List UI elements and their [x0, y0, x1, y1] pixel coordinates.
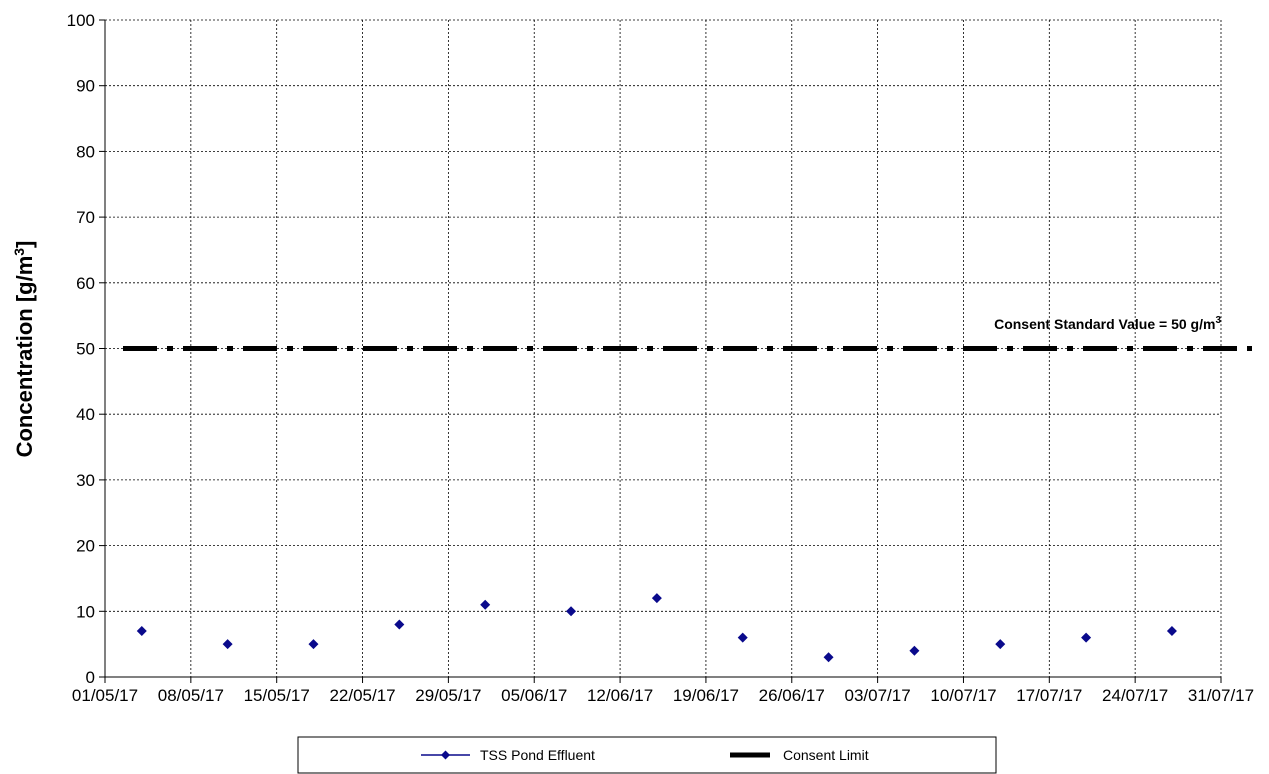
y-tick-label: 70 [76, 208, 95, 227]
x-tick-label: 10/07/17 [930, 686, 996, 705]
legend-tss-marker [441, 750, 450, 760]
axes [99, 19, 1222, 683]
y-tick-labels: 0 10 20 30 40 50 60 70 80 90 100 [67, 11, 95, 687]
legend: TSS Pond Effluent Consent Limit [297, 736, 997, 774]
y-tick-label: 30 [76, 471, 95, 490]
tss-data-point [651, 593, 662, 604]
x-tick-label: 24/07/17 [1102, 686, 1168, 705]
y-tick-label: 0 [86, 668, 95, 687]
x-tick-label: 15/05/17 [244, 686, 310, 705]
tss-data-point [909, 645, 920, 656]
y-tick-label: 80 [76, 142, 95, 161]
tss-data-point [566, 606, 577, 617]
tss-data-point [1166, 626, 1177, 637]
tss-data-point [480, 599, 491, 610]
y-axis-title: Concentration [g/m3] [11, 241, 37, 458]
x-tick-label: 29/05/17 [415, 686, 481, 705]
legend-box [297, 736, 997, 774]
x-tick-label: 22/05/17 [329, 686, 395, 705]
x-tick-label: 19/06/17 [673, 686, 739, 705]
y-tick-label: 50 [76, 340, 95, 359]
tss-data-point [823, 652, 834, 663]
y-tick-label: 100 [67, 11, 95, 30]
x-tick-label: 26/06/17 [759, 686, 825, 705]
y-tick-label: 90 [76, 77, 95, 96]
y-tick-label: 10 [76, 602, 95, 621]
y-tick-label: 20 [76, 537, 95, 556]
consent-annotation-main: Consent Standard Value = 50 g/m [994, 316, 1215, 332]
y-axis-title-sup: 3 [11, 248, 27, 256]
legend-consent-label: Consent Limit [783, 747, 869, 763]
tss-data-point [394, 619, 405, 630]
tss-series [136, 593, 1177, 663]
consent-annotation: Consent Standard Value = 50 g/m3 [994, 315, 1221, 332]
tss-data-point [737, 632, 748, 643]
x-tick-label: 17/07/17 [1016, 686, 1082, 705]
y-axis-title-main: Concentration [g/m [12, 256, 37, 458]
tss-data-point [136, 626, 147, 637]
y-tick-label: 40 [76, 405, 95, 424]
tss-data-point [222, 639, 233, 650]
x-tick-label: 05/06/17 [501, 686, 567, 705]
consent-annotation-sup: 3 [1215, 315, 1221, 326]
tss-data-point [308, 639, 319, 650]
x-tick-label: 03/07/17 [845, 686, 911, 705]
legend-tss-label: TSS Pond Effluent [480, 747, 595, 763]
x-tick-label: 12/06/17 [587, 686, 653, 705]
x-tick-labels: 01/05/17 08/05/17 15/05/17 22/05/17 29/05/17… [72, 686, 1254, 705]
y-axis-title-end: ] [12, 241, 37, 248]
x-tick-label: 08/05/17 [158, 686, 224, 705]
y-tick-label: 60 [76, 274, 95, 293]
x-tick-label: 31/07/17 [1188, 686, 1254, 705]
tss-data-point [1081, 632, 1092, 643]
tss-data-point [995, 639, 1006, 650]
x-tick-label: 01/05/17 [72, 686, 138, 705]
